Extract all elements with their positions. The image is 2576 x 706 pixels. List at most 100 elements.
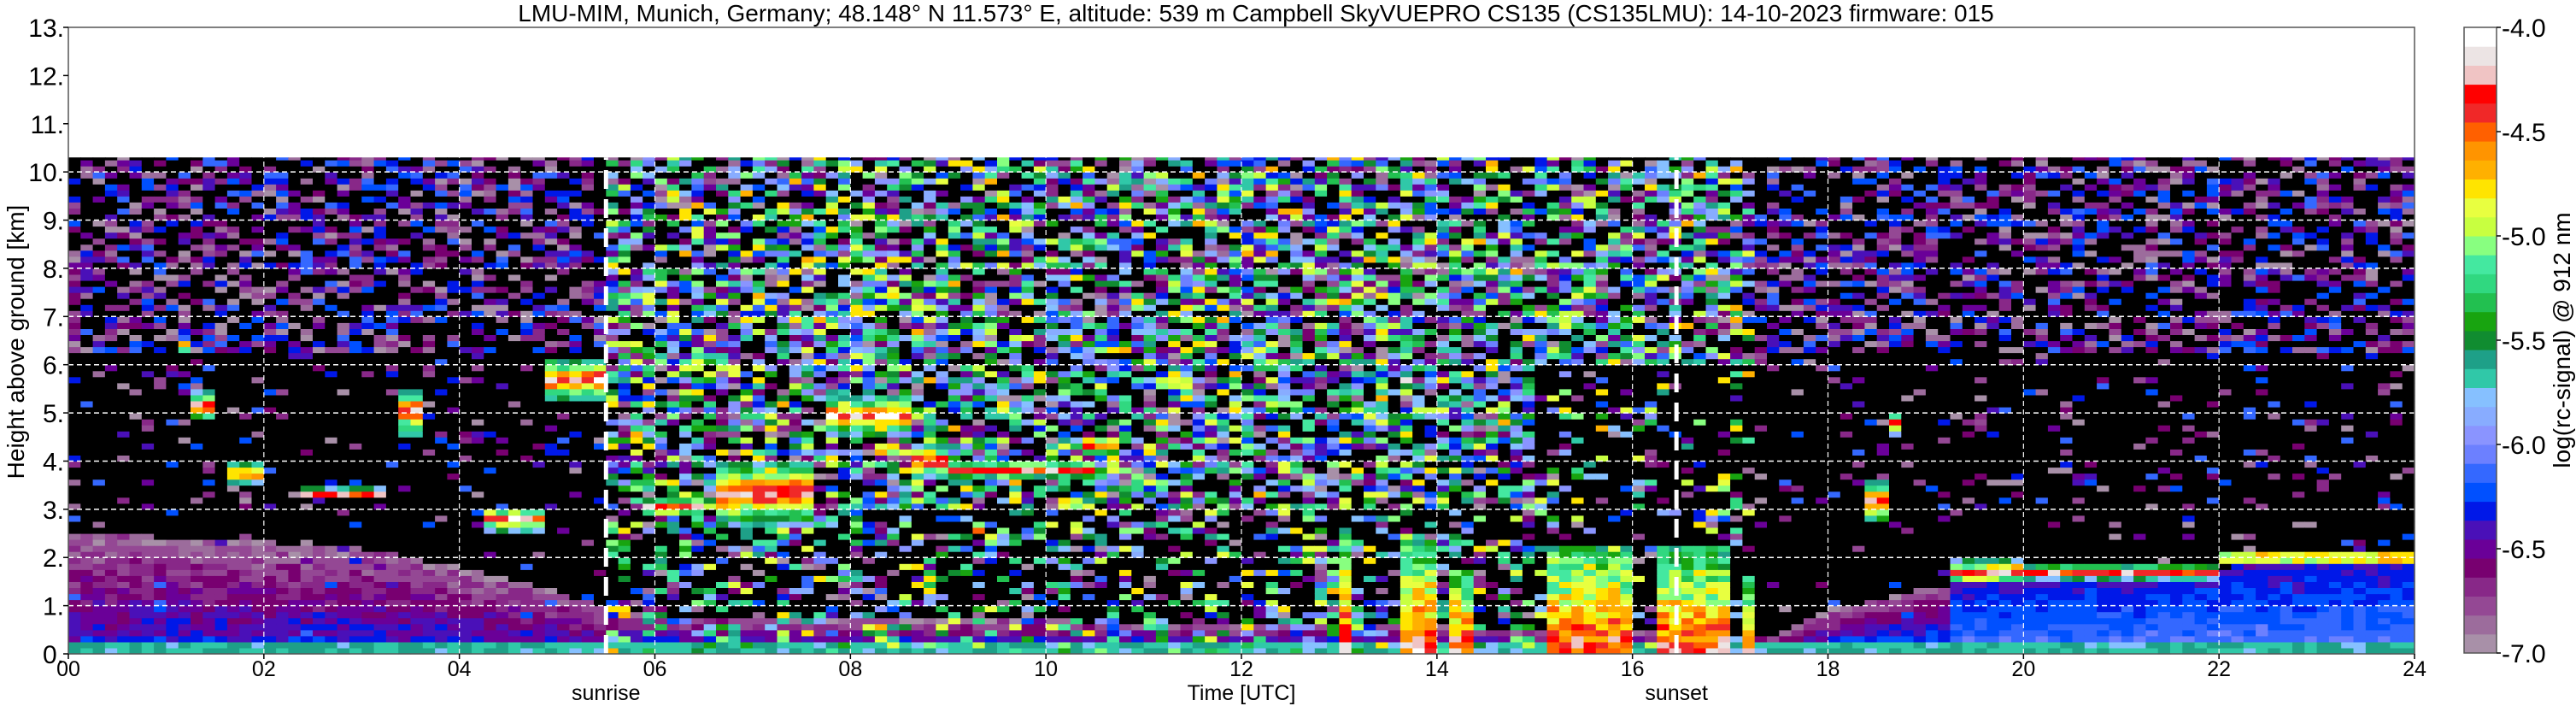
- heatmap-cell: [777, 316, 790, 323]
- heatmap-cell: [166, 358, 179, 366]
- heatmap-cell: [435, 184, 448, 191]
- heatmap-cell: [435, 557, 448, 564]
- heatmap-cell: [214, 539, 228, 546]
- heatmap-cell: [581, 431, 595, 438]
- heatmap-cell: [373, 370, 387, 378]
- heatmap-cell: [520, 581, 534, 588]
- heatmap-cell: [129, 340, 143, 348]
- heatmap-cell: [643, 190, 656, 197]
- heatmap-cell: [263, 388, 277, 396]
- heatmap-cell: [141, 304, 155, 311]
- heatmap-cell: [435, 202, 448, 209]
- heatmap-cell: [325, 425, 338, 432]
- heatmap-cell: [191, 364, 203, 372]
- heatmap-cell: [422, 557, 436, 564]
- heatmap-cell: [214, 316, 228, 323]
- heatmap-cell: [618, 569, 631, 576]
- heatmap-cell: [202, 587, 216, 595]
- heatmap-cell: [765, 635, 778, 643]
- heatmap-cell: [251, 244, 265, 251]
- heatmap-cell: [276, 485, 289, 492]
- heatmap-cell: [398, 280, 412, 287]
- heatmap-cell: [654, 611, 668, 619]
- heatmap-cell: [410, 340, 424, 348]
- heatmap-cell: [643, 310, 656, 317]
- heatmap-cell: [765, 244, 778, 251]
- heatmap-cell: [630, 352, 643, 360]
- heatmap-cell: [643, 358, 656, 366]
- heatmap-cell: [459, 533, 472, 540]
- heatmap-cell: [410, 256, 424, 263]
- heatmap-cell: [325, 413, 338, 420]
- heatmap-cell: [325, 232, 338, 239]
- heatmap-cell: [226, 286, 240, 293]
- heatmap-cell: [129, 407, 143, 414]
- heatmap-cell: [313, 238, 326, 245]
- heatmap-cell: [447, 437, 461, 444]
- heatmap-cell: [276, 310, 289, 317]
- heatmap-cell: [520, 322, 534, 329]
- heatmap-cell: [141, 491, 155, 498]
- heatmap-cell: [789, 563, 802, 570]
- heatmap-cell: [532, 635, 546, 643]
- heatmap-cell: [508, 581, 521, 588]
- heatmap-cell: [765, 461, 778, 468]
- heatmap-cell: [226, 437, 240, 444]
- heatmap-cell: [166, 413, 179, 420]
- heatmap-cell: [239, 473, 253, 480]
- heatmap-cell: [630, 623, 643, 631]
- heatmap-cell: [777, 388, 790, 396]
- heatmap-cell: [422, 178, 436, 185]
- heatmap-cell: [740, 467, 754, 474]
- heatmap-cell: [728, 238, 742, 245]
- heatmap-cell: [435, 370, 448, 378]
- heatmap-cell: [472, 467, 484, 474]
- heatmap-cell: [594, 268, 607, 275]
- heatmap-cell: [313, 515, 326, 522]
- heatmap-cell: [777, 190, 790, 197]
- heatmap-cell: [68, 226, 81, 233]
- heatmap-cell: [300, 364, 314, 372]
- heatmap-cell: [410, 431, 424, 438]
- heatmap-cell: [765, 648, 778, 655]
- heatmap-cell: [544, 467, 558, 474]
- heatmap-cell: [226, 515, 240, 522]
- heatmap-cell: [716, 497, 729, 504]
- heatmap-cell: [765, 166, 778, 173]
- heatmap-cell: [508, 328, 521, 335]
- heatmap-cell: [92, 214, 106, 221]
- heatmap-cell: [166, 569, 179, 576]
- heatmap-cell: [337, 635, 350, 643]
- heatmap-cell: [496, 611, 509, 619]
- heatmap-cell: [92, 641, 106, 649]
- heatmap-cell: [435, 166, 448, 173]
- heatmap-cell: [104, 437, 118, 444]
- heatmap-cell: [104, 220, 118, 227]
- heatmap-cell: [214, 208, 228, 215]
- heatmap-cell: [496, 521, 509, 528]
- heatmap-cell: [557, 587, 570, 595]
- heatmap-cell: [325, 401, 338, 408]
- heatmap-cell: [166, 178, 179, 185]
- heatmap-cell: [349, 364, 362, 372]
- heatmap-cell: [532, 599, 546, 607]
- heatmap-cell: [618, 413, 631, 420]
- heatmap-cell: [104, 238, 118, 245]
- heatmap-cell: [239, 304, 253, 311]
- heatmap-cell: [581, 262, 595, 269]
- heatmap-cell: [606, 605, 619, 613]
- heatmap-cell: [276, 648, 289, 655]
- heatmap-cell: [288, 455, 302, 462]
- heatmap-cell: [422, 581, 436, 588]
- heatmap-cell: [263, 563, 277, 570]
- heatmap-cell: [288, 346, 302, 354]
- heatmap-cell: [520, 208, 534, 215]
- heatmap-cell: [703, 587, 717, 595]
- heatmap-cell: [508, 274, 521, 281]
- heatmap-cell: [606, 635, 619, 643]
- heatmap-cell: [226, 226, 240, 233]
- heatmap-cell: [532, 503, 546, 510]
- heatmap-cell: [385, 539, 399, 546]
- heatmap-cell: [728, 208, 742, 215]
- heatmap-cell: [728, 370, 742, 378]
